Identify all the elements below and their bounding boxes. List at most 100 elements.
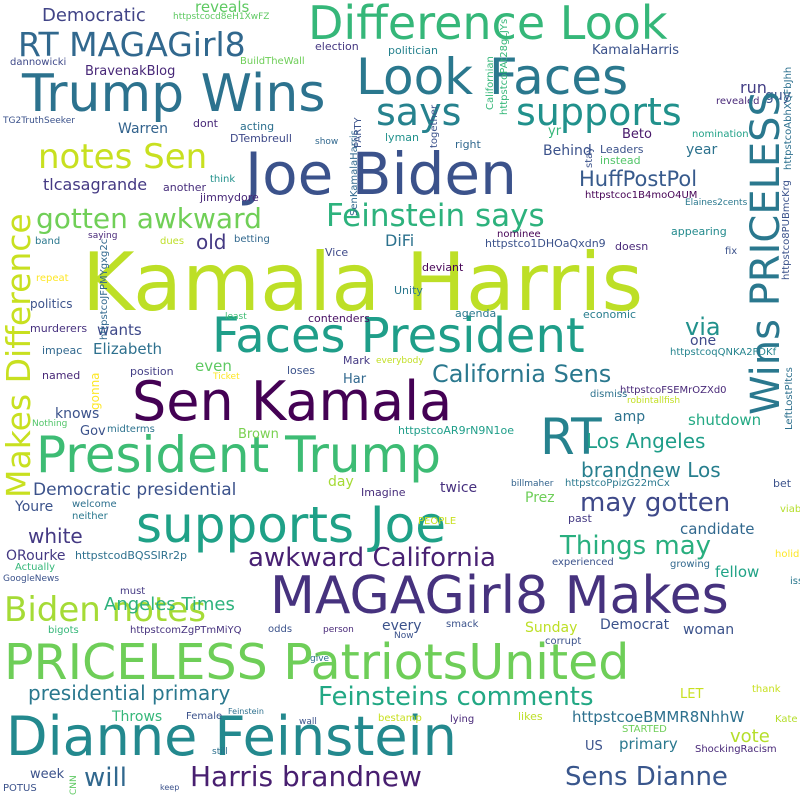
word-saying: saying bbox=[88, 231, 118, 241]
word-beto: Beto bbox=[622, 127, 652, 142]
word-yr: yr bbox=[548, 124, 562, 139]
word-corrupt: corrupt bbox=[545, 636, 582, 647]
word-nominee: nominee bbox=[497, 229, 541, 240]
word-actually: Actually bbox=[15, 562, 56, 573]
word-rt: RT bbox=[540, 408, 602, 466]
word-shutdown: shutdown bbox=[688, 411, 762, 429]
word-let: LET bbox=[680, 687, 704, 702]
word-past: past bbox=[568, 512, 592, 525]
word-priceless-patriotsunited: PRICELESS PatriotsUnited bbox=[4, 634, 630, 691]
word-feinstein-says: Feinstein says bbox=[326, 198, 545, 234]
word-year: year bbox=[686, 142, 718, 158]
word-growing: growing bbox=[670, 559, 710, 570]
word-guy: guy bbox=[765, 88, 792, 104]
word-sunday: Sunday bbox=[525, 620, 578, 636]
word-cnn: CNN bbox=[69, 775, 79, 795]
word-wall: wall bbox=[299, 717, 317, 727]
word-googlenews: GoogleNews bbox=[3, 574, 60, 584]
word-every: every bbox=[382, 618, 422, 634]
word-knows: knows bbox=[55, 406, 100, 422]
word-democratic: Democratic bbox=[42, 5, 146, 26]
word-potus: POTUS bbox=[3, 783, 37, 794]
word-sen-kamala: Sen Kamala bbox=[132, 370, 453, 433]
word-day: day bbox=[328, 474, 354, 490]
word-california-sens: California Sens bbox=[432, 360, 612, 388]
word-president-trump: President Trump bbox=[36, 426, 442, 484]
word-bet: bet bbox=[773, 477, 792, 490]
word-dues: dues bbox=[160, 236, 185, 247]
word-makes-difference: Makes Difference bbox=[0, 213, 38, 498]
word-sens-dianne: Sens Dianne bbox=[565, 762, 728, 792]
word-imagine: Imagine bbox=[361, 486, 406, 499]
word-run: run bbox=[740, 78, 767, 97]
word-viable: viable bbox=[780, 504, 800, 515]
word-httpstcoabhxqfbjhh: httpstcoAbhXQFbJhh bbox=[783, 66, 794, 170]
word-supports-joe: supports Joe bbox=[136, 496, 447, 554]
word-wants: wants bbox=[97, 321, 142, 339]
word-together: together bbox=[429, 104, 440, 148]
word-gotten-awkward: gotten awkward bbox=[36, 202, 262, 235]
word-think: think bbox=[210, 174, 236, 185]
word-awkward-california: awkward California bbox=[248, 543, 496, 573]
word-httpstcomzgptmmiyq: httpstcomZgPTmMiYQ bbox=[130, 625, 242, 636]
word-brown: Brown bbox=[238, 427, 279, 442]
word-unity: Unity bbox=[394, 284, 423, 297]
word-show: show bbox=[315, 137, 339, 147]
word-wins-priceless: Wins PRICELESS bbox=[743, 91, 789, 415]
word-economic: economic bbox=[583, 308, 637, 321]
word-billmaher: billmaher bbox=[511, 479, 554, 489]
word-orourke: ORourke bbox=[6, 548, 66, 564]
word-lyman: lyman bbox=[385, 131, 419, 144]
word-murderers: murderers bbox=[30, 322, 88, 335]
word-deviant: deviant bbox=[422, 261, 464, 274]
word-gonna: gonna bbox=[88, 372, 102, 410]
word-buildthewall: BuildTheWall bbox=[240, 56, 305, 67]
word-contenders: contenders bbox=[308, 312, 370, 325]
word-position: position bbox=[130, 365, 174, 378]
word-candidate: candidate bbox=[680, 520, 755, 538]
word-politics: politics bbox=[30, 297, 73, 311]
word-election: election bbox=[315, 40, 359, 53]
word-bravenakblog: BravenakBlog bbox=[85, 64, 176, 79]
word-look-faces: Look Faces bbox=[356, 48, 629, 106]
word-reveals: reveals bbox=[195, 0, 250, 16]
word-har: Har bbox=[343, 372, 367, 387]
word-kate: Kate bbox=[775, 714, 798, 725]
word-another: another bbox=[163, 181, 207, 194]
word-difference-look: Difference Look bbox=[308, 0, 668, 50]
word-los-angeles: Los Angeles bbox=[586, 429, 706, 453]
word-dannowicki: dannowicki bbox=[10, 57, 67, 68]
word-issue: issue bbox=[790, 576, 800, 587]
word-kamalaharris: KamalaHarris bbox=[592, 43, 680, 58]
word-httpstcocd8eh1xwfz: httpstcocd8eH1XwFZ bbox=[173, 12, 270, 22]
word-jimmydore: jimmydore bbox=[200, 191, 259, 204]
word-band: band bbox=[35, 236, 61, 247]
word-dismiss: dismiss bbox=[590, 389, 628, 400]
word-us: US bbox=[585, 739, 603, 754]
word-smack: smack bbox=[446, 619, 479, 630]
word-dtembreull: DTembreull bbox=[230, 132, 292, 145]
word-thank: thank bbox=[752, 684, 781, 695]
word-will: will bbox=[84, 763, 127, 793]
word-shockingracism: ShockingRacism bbox=[695, 744, 777, 755]
word-supports: supports bbox=[516, 90, 682, 134]
word-stay: stay bbox=[584, 146, 595, 168]
word-week: week bbox=[30, 767, 65, 782]
word-gov: Gov bbox=[80, 424, 106, 439]
word-nothing: Nothing bbox=[32, 419, 68, 429]
word-mark: Mark bbox=[343, 354, 371, 367]
word-bestamp: bestamp bbox=[378, 713, 422, 724]
word-httpstcodbqssirr2p: httpstcodBQSSIRr2p bbox=[75, 549, 187, 562]
word-keep: keep bbox=[160, 783, 180, 792]
word-harris-brandnew: Harris brandnew bbox=[190, 760, 422, 793]
word-behind: Behind bbox=[543, 143, 592, 159]
word-httpstcoppizg22mcx: httpstcoPpizG22mCx bbox=[565, 478, 670, 489]
word-betting: betting bbox=[234, 234, 270, 245]
word-rt-magagirl8: RT MAGAGirl8 bbox=[18, 25, 246, 64]
word-appearing: appearing bbox=[671, 225, 727, 238]
word-bigots: bigots bbox=[48, 625, 79, 636]
word-warren: Warren bbox=[118, 121, 168, 137]
word-amp: amp bbox=[614, 409, 646, 425]
word-people: PEOPLE bbox=[418, 516, 457, 527]
